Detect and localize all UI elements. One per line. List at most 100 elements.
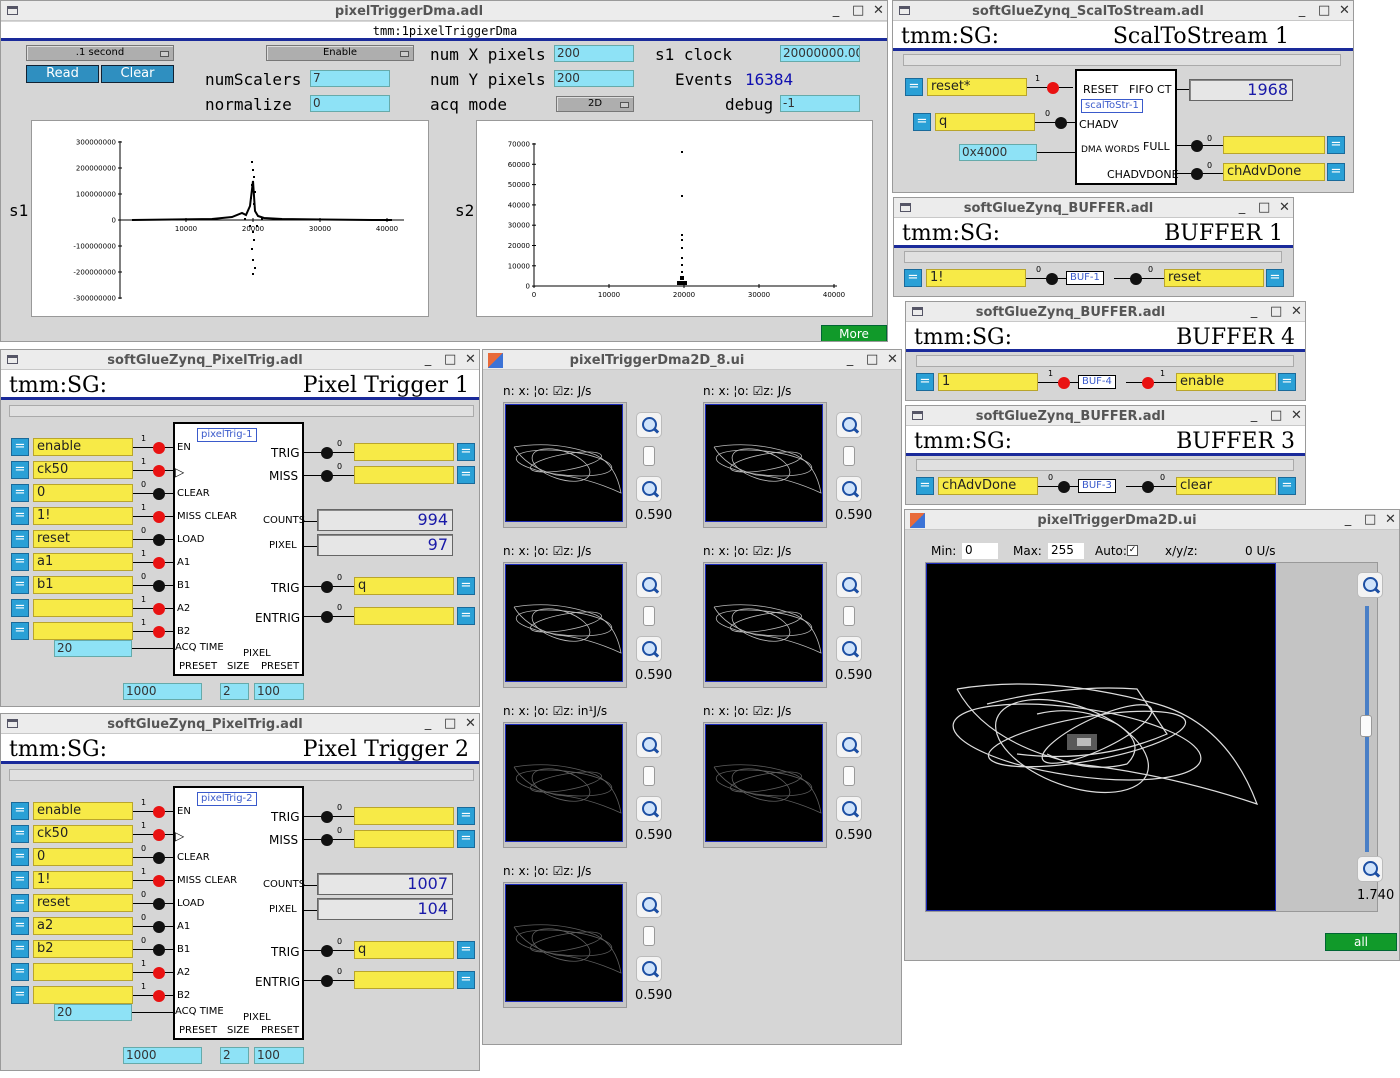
in-menu-button[interactable]: = (916, 477, 934, 495)
zoom-in-icon[interactable] (636, 412, 662, 438)
minimize-icon[interactable]: _ (424, 716, 432, 731)
num-x-input[interactable]: 200 (554, 45, 634, 62)
trig2-menu-button[interactable]: = (457, 941, 475, 959)
acq-time-input[interactable]: 20 (54, 640, 132, 657)
big-image[interactable] (926, 563, 1276, 911)
buffer-block[interactable]: BUF-1 (1066, 271, 1104, 285)
zoom-slider-handle[interactable] (643, 766, 655, 786)
in2-menu-button[interactable]: = (913, 113, 931, 131)
trig2-output[interactable]: q (354, 577, 454, 595)
zoom-in-icon[interactable] (636, 892, 662, 918)
entrig-menu-button[interactable]: = (457, 607, 475, 625)
auto-checkbox[interactable]: ✓ (1127, 545, 1138, 556)
close-icon[interactable]: ✕ (1339, 3, 1350, 18)
buffer-output[interactable]: clear (1176, 477, 1276, 495)
input-field[interactable]: a2 (33, 917, 133, 935)
buffer-input[interactable]: 1 (938, 373, 1038, 391)
chadvdone-output[interactable]: chAdvDone (1223, 163, 1325, 181)
in1-menu-button[interactable]: = (905, 78, 923, 96)
input-field[interactable] (33, 599, 133, 617)
maximize-icon[interactable]: □ (866, 352, 879, 367)
out1-menu-button[interactable]: = (1327, 136, 1345, 154)
zoom-out-icon[interactable] (636, 956, 662, 982)
input-field[interactable]: b1 (33, 576, 133, 594)
maximize-icon[interactable]: □ (1364, 512, 1377, 527)
desc-strip[interactable] (903, 54, 1341, 66)
input-field[interactable]: ck50 (33, 825, 133, 843)
clear-button[interactable]: Clear (101, 65, 174, 83)
input-menu-button[interactable]: = (11, 963, 29, 981)
entrig-menu-button[interactable]: = (457, 971, 475, 989)
zoom-in-icon[interactable] (836, 412, 862, 438)
close-icon[interactable]: ✕ (1291, 408, 1302, 423)
input-field[interactable]: b2 (33, 940, 133, 958)
normalize-input[interactable]: 0 (310, 95, 390, 112)
input-menu-button[interactable]: = (11, 871, 29, 889)
num-y-input[interactable]: 200 (554, 70, 634, 87)
zoom-slider-handle[interactable] (843, 446, 855, 466)
size-input[interactable]: 2 (220, 1047, 249, 1064)
zoom-in-icon[interactable] (636, 732, 662, 758)
block-name[interactable]: pixelTrig-2 (197, 792, 257, 806)
close-icon[interactable]: ✕ (465, 352, 476, 367)
input-menu-button[interactable]: = (11, 622, 29, 640)
desc-strip[interactable] (904, 251, 1282, 263)
entrig-output[interactable] (354, 607, 454, 625)
input-menu-button[interactable]: = (11, 553, 29, 571)
input-field[interactable]: 0 (33, 484, 133, 502)
desc-strip[interactable] (916, 459, 1294, 471)
in-menu-button[interactable]: = (904, 269, 922, 287)
input-field[interactable]: reset (33, 894, 133, 912)
grid-cell-image[interactable] (505, 564, 623, 682)
input-field[interactable]: enable (33, 802, 133, 820)
input-menu-button[interactable]: = (11, 986, 29, 1004)
preset-input[interactable]: 1000 (123, 1047, 202, 1064)
s1-clock-input[interactable]: 20000000.00 (780, 45, 860, 62)
zoom-slider-handle[interactable] (643, 446, 655, 466)
zoom-in-icon[interactable] (836, 732, 862, 758)
zoom-slider-handle[interactable] (843, 606, 855, 626)
input-menu-button[interactable]: = (11, 825, 29, 843)
input-menu-button[interactable]: = (11, 599, 29, 617)
zoom-out-icon[interactable] (636, 796, 662, 822)
out-menu-button[interactable]: = (1278, 477, 1296, 495)
miss-output[interactable] (354, 466, 454, 484)
miss-menu-button[interactable]: = (457, 830, 475, 848)
out-menu-button[interactable]: = (1266, 269, 1284, 287)
trig-output[interactable] (354, 807, 454, 825)
miss-output[interactable] (354, 830, 454, 848)
trig-menu-button[interactable]: = (457, 807, 475, 825)
zoom-in-icon[interactable] (636, 572, 662, 598)
debug-input[interactable]: -1 (780, 95, 860, 112)
close-icon[interactable]: ✕ (1385, 512, 1396, 527)
input-field[interactable]: enable (33, 438, 133, 456)
minimize-icon[interactable]: _ (1298, 3, 1306, 18)
maximize-icon[interactable]: □ (444, 716, 457, 731)
zoom-out-icon[interactable] (836, 636, 862, 662)
input-menu-button[interactable]: = (11, 576, 29, 594)
minimize-icon[interactable]: _ (846, 352, 854, 367)
grid-cell-image[interactable] (505, 724, 623, 842)
input-field[interactable]: a1 (33, 553, 133, 571)
input-field[interactable] (33, 622, 133, 640)
minimize-icon[interactable]: _ (832, 3, 840, 18)
input-menu-button[interactable]: = (11, 802, 29, 820)
input-menu-button[interactable]: = (11, 894, 29, 912)
close-icon[interactable]: ✕ (887, 352, 898, 367)
grid-cell-image[interactable] (705, 564, 823, 682)
grid-cell-image[interactable] (505, 884, 623, 1002)
desc-strip[interactable] (9, 405, 474, 417)
grid-cell-image[interactable] (505, 404, 623, 522)
input-field[interactable]: 0 (33, 848, 133, 866)
minimize-icon[interactable]: _ (1250, 304, 1258, 319)
more-button[interactable]: More (821, 325, 887, 341)
zoom-in-icon[interactable] (1357, 572, 1383, 598)
input-menu-button[interactable]: = (11, 530, 29, 548)
buffer-input[interactable]: chAdvDone (938, 477, 1038, 495)
grid-cell-image[interactable] (705, 404, 823, 522)
enable-menu[interactable]: Enable (266, 45, 414, 61)
all-button[interactable]: all (1325, 933, 1397, 951)
zoom-slider-handle[interactable] (643, 926, 655, 946)
acq-time-input[interactable]: 20 (54, 1004, 132, 1021)
entrig-output[interactable] (354, 971, 454, 989)
